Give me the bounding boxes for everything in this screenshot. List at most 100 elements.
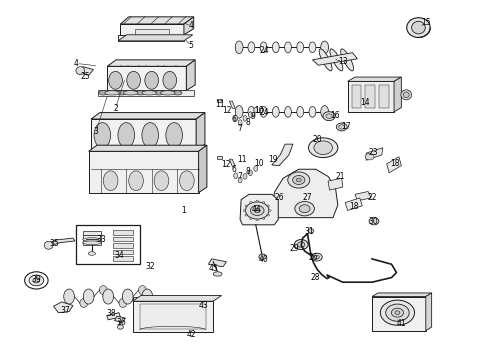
Ellipse shape [294,239,308,249]
Polygon shape [345,198,362,211]
Polygon shape [229,159,235,166]
Ellipse shape [154,171,169,190]
Polygon shape [372,293,432,297]
Polygon shape [394,77,401,112]
Ellipse shape [103,171,118,190]
Ellipse shape [64,289,74,304]
Text: 31: 31 [305,228,314,237]
Text: 24: 24 [260,46,270,55]
Ellipse shape [163,71,176,89]
Polygon shape [91,113,205,119]
Ellipse shape [245,205,247,207]
Polygon shape [198,145,207,193]
Ellipse shape [321,107,328,117]
Ellipse shape [122,289,133,304]
Ellipse shape [285,42,292,53]
Polygon shape [133,297,213,301]
Ellipse shape [267,214,270,216]
Text: 9: 9 [251,112,256,121]
Polygon shape [83,234,101,244]
Ellipse shape [321,41,329,54]
Bar [76,225,140,264]
Polygon shape [83,231,101,234]
Ellipse shape [309,138,338,158]
Polygon shape [355,192,371,201]
Ellipse shape [44,241,53,249]
Ellipse shape [254,107,258,113]
Ellipse shape [262,202,265,203]
Ellipse shape [179,171,194,190]
Ellipse shape [272,42,279,53]
Text: 22: 22 [368,193,377,202]
Text: 35: 35 [49,239,59,248]
Ellipse shape [403,92,409,98]
Ellipse shape [142,123,159,148]
Ellipse shape [145,71,159,89]
Polygon shape [366,148,383,160]
Ellipse shape [339,125,344,129]
Text: 15: 15 [421,18,431,27]
Text: 6: 6 [232,165,237,174]
Text: 3: 3 [94,127,98,136]
Polygon shape [118,35,184,41]
Text: 11: 11 [237,155,246,164]
Text: 5: 5 [189,41,194,50]
Ellipse shape [127,71,141,89]
Ellipse shape [166,123,182,148]
Polygon shape [426,293,432,330]
Text: 10: 10 [254,159,264,168]
Polygon shape [115,316,125,322]
Text: 26: 26 [274,193,284,202]
Ellipse shape [336,123,347,131]
Text: 4: 4 [189,21,194,30]
Polygon shape [89,145,207,151]
Polygon shape [121,17,194,24]
Polygon shape [107,66,186,90]
Polygon shape [313,53,357,65]
Ellipse shape [395,311,400,315]
Ellipse shape [314,141,332,154]
Text: 14: 14 [360,98,369,107]
Text: 19: 19 [269,155,278,164]
Ellipse shape [243,116,247,121]
Polygon shape [240,194,278,225]
Ellipse shape [249,218,252,220]
Polygon shape [272,144,293,166]
Polygon shape [47,238,75,246]
Polygon shape [186,60,195,90]
Text: 21: 21 [336,172,345,181]
Polygon shape [273,169,338,218]
Ellipse shape [155,91,163,95]
Polygon shape [208,259,226,267]
Text: 7: 7 [238,172,243,181]
Polygon shape [78,67,94,75]
Ellipse shape [118,325,123,329]
Ellipse shape [142,91,157,95]
Bar [351,85,361,108]
Ellipse shape [33,278,40,283]
Ellipse shape [293,176,305,184]
Bar [113,243,133,248]
Text: 12: 12 [222,105,232,114]
Ellipse shape [160,91,175,95]
Ellipse shape [323,112,335,121]
Ellipse shape [296,178,301,182]
Ellipse shape [262,218,265,220]
Text: 26: 26 [309,253,318,262]
Text: 18: 18 [390,159,400,168]
Ellipse shape [297,107,304,117]
Polygon shape [372,297,426,330]
Text: 29: 29 [289,244,299,253]
Ellipse shape [259,254,266,260]
Ellipse shape [142,289,153,304]
Ellipse shape [236,42,243,53]
Ellipse shape [235,105,243,118]
Ellipse shape [76,67,85,75]
Text: 7: 7 [238,123,243,132]
Polygon shape [133,296,221,301]
Text: 40: 40 [258,255,268,264]
Ellipse shape [250,206,264,216]
Ellipse shape [248,112,252,118]
Polygon shape [328,178,343,190]
Ellipse shape [118,123,135,148]
